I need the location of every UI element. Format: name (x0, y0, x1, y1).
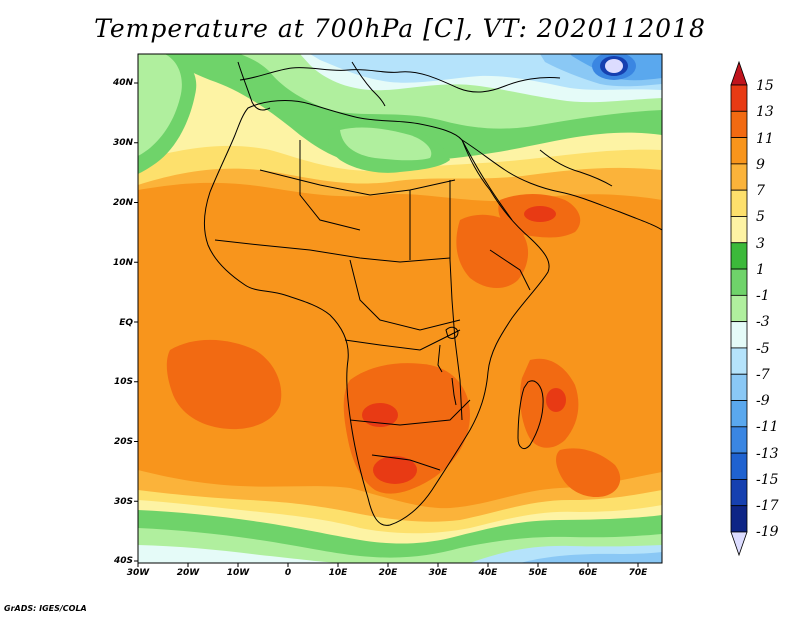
lon-label: 30E (428, 568, 448, 578)
colorbar-label: 9 (756, 157, 765, 173)
lat-label: EQ (119, 318, 133, 328)
grads-credit: GrADS: IGES/COLA (4, 604, 87, 613)
colorbar-swatch (730, 163, 748, 191)
lon-label: 20W (176, 568, 200, 578)
colorbar-boxes (730, 84, 748, 533)
colorbar-swatch (730, 268, 748, 296)
field-hot-red-sea (524, 206, 556, 222)
colorbar-swatch (730, 110, 748, 138)
colorbar-swatch (730, 452, 748, 480)
border-congo (344, 329, 461, 351)
field-hot-kalahari (373, 456, 417, 484)
italy-coastline (351, 61, 386, 107)
lon-label: 10E (328, 568, 348, 578)
field-hot-angola (362, 403, 398, 427)
colorbar-label: 13 (756, 104, 774, 120)
lat-label: 40S (113, 556, 133, 566)
colorbar-label: -11 (756, 419, 779, 435)
colorbar-swatch (730, 189, 748, 217)
colorbar-label: -19 (756, 524, 779, 540)
lat-label: 30N (112, 138, 133, 148)
lake-malawi (451, 377, 457, 406)
europe-coastline (239, 67, 561, 93)
lake-victoria (445, 326, 459, 339)
lat-label: 20S (113, 437, 133, 447)
border-sahel (214, 239, 451, 263)
colorbar-swatch (730, 347, 748, 375)
field-warm-11-west-atlantic (166, 339, 282, 430)
field-sahara-pale (340, 127, 432, 161)
colorbar-bottom-arrow (730, 531, 748, 557)
border-sa (371, 454, 441, 471)
colorbar-swatch (730, 242, 748, 270)
axis-ticks (134, 82, 639, 567)
colorbar-swatch (730, 373, 748, 401)
iberia-coastline (237, 61, 271, 111)
border-ne (409, 180, 451, 260)
colorbar-label: -1 (756, 288, 770, 304)
border-horn (489, 249, 531, 291)
lat-label: 20N (112, 198, 133, 208)
persian-gulf (539, 149, 613, 187)
field-hot-madagascar (546, 388, 566, 412)
madagascar-coastline (517, 380, 544, 449)
colorbar-swatch (730, 400, 748, 428)
colorbar (730, 60, 748, 557)
lat-label: 10S (113, 377, 133, 387)
lon-label: 40E (478, 568, 498, 578)
colorbar-swatch (730, 505, 748, 533)
colorbar-label: -3 (756, 314, 770, 330)
lon-label: 70E (628, 568, 648, 578)
lon-label: 60E (578, 568, 598, 578)
border-sahara-2 (299, 140, 361, 231)
lat-label: 40N (112, 78, 133, 88)
lon-label: 30W (126, 568, 150, 578)
colorbar-swatch (730, 321, 748, 349)
plot-frame (137, 53, 663, 564)
lon-label: 10W (226, 568, 250, 578)
border-east (449, 259, 463, 421)
field-warm-11-south-africa (343, 363, 470, 494)
lake-tanganyika (437, 344, 443, 373)
field-south-m3 (138, 545, 340, 563)
colorbar-label: 1 (756, 262, 765, 278)
lat-label: 30S (113, 497, 133, 507)
colorbar-label: 3 (756, 236, 765, 252)
field-south-m7 (520, 552, 662, 563)
colorbar-label: 7 (756, 183, 765, 199)
colorbar-label: -5 (756, 341, 770, 357)
chart-title: Temperature at 700hPa [C], VT: 202011201… (94, 14, 706, 43)
lon-label: 20E (378, 568, 398, 578)
colorbar-swatch (730, 479, 748, 507)
colorbar-label: 11 (756, 131, 774, 147)
colorbar-swatch (730, 137, 748, 165)
colorbar-label: -7 (756, 367, 770, 383)
colorbar-label: -15 (756, 472, 779, 488)
colorbar-label: 5 (756, 209, 765, 225)
field-warm-11-indian (556, 448, 621, 498)
coastlines (203, 61, 662, 526)
temperature-field (138, 54, 662, 563)
africa-coastline (203, 100, 550, 526)
border-south (349, 399, 471, 426)
colorbar-swatch (730, 84, 748, 112)
arabia-coastline (461, 139, 662, 231)
lon-label: 50E (528, 568, 548, 578)
colorbar-swatch (730, 426, 748, 454)
colorbar-swatch (730, 216, 748, 244)
colorbar-top-arrow (730, 60, 748, 86)
red-sea (461, 139, 513, 221)
colorbar-label: -9 (756, 393, 770, 409)
field-north-cold-core (605, 59, 623, 73)
colorbar-label: 15 (756, 78, 774, 94)
border-central (349, 259, 461, 331)
colorbar-swatch (730, 294, 748, 323)
colorbar-label: -13 (756, 446, 779, 462)
field-west-pale (138, 54, 182, 156)
colorbar-label: -17 (756, 498, 779, 514)
lon-label: 0 (284, 568, 292, 578)
lat-label: 10N (112, 258, 133, 268)
